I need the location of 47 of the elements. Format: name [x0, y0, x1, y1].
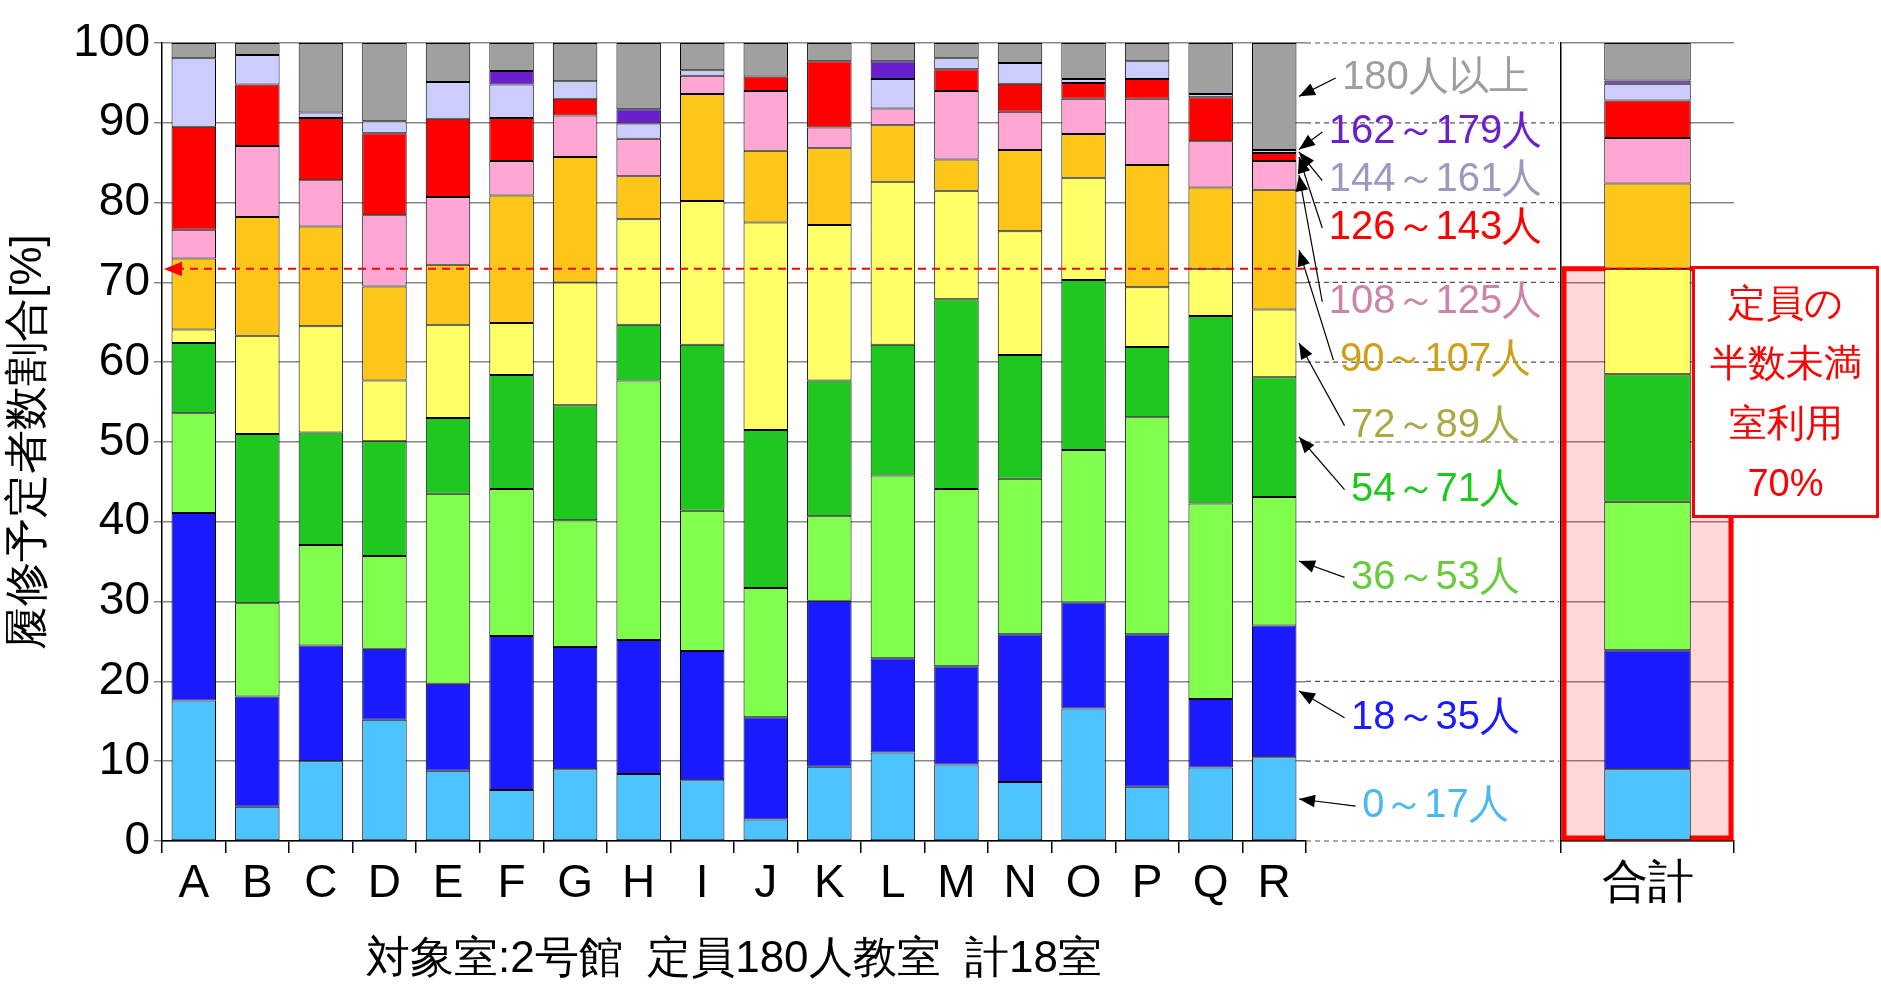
x-tick-label: D — [367, 855, 402, 908]
x-tick-label: C — [304, 855, 338, 908]
series-label: 36～53人 — [1351, 552, 1520, 597]
y-tick-label: 20 — [98, 652, 150, 705]
x-axis-title: 対象室:2号館 定員180人教室 計18室 — [366, 931, 1102, 981]
annotation: 半数未満 — [1708, 341, 1863, 386]
series-label: 126～143人 — [1328, 203, 1543, 248]
y-tick-label: 0 — [124, 811, 150, 864]
annotation: 室利用 — [1727, 401, 1844, 446]
series-label: 144～161人 — [1328, 155, 1543, 200]
x-tick-label: Q — [1192, 855, 1229, 908]
y-tick-label: 10 — [98, 731, 150, 784]
x-tick-label: M — [937, 855, 976, 908]
y-tick-label: 80 — [98, 173, 150, 226]
y-tick-label: 60 — [98, 332, 150, 385]
x-tick-label: O — [1065, 855, 1102, 908]
x-tick-label: J — [754, 855, 778, 908]
y-axis-title: 履修予定者数割合[%] — [0, 234, 50, 650]
text: 108～125人 — [1328, 277, 1543, 322]
x-tick-label: P — [1131, 855, 1163, 908]
x-tick-label: I — [695, 855, 709, 908]
annotation: 定員の — [1727, 281, 1844, 326]
series-label: 72～89人 — [1351, 401, 1520, 446]
y-tick-label: 50 — [98, 412, 150, 465]
series-label: 18～35人 — [1351, 693, 1520, 738]
x-tick-label: F — [497, 855, 526, 908]
x-tick-label: B — [241, 855, 273, 908]
x-tick-label: E — [432, 855, 464, 908]
y-tick-label: 100 — [73, 13, 150, 66]
x-tick-label: G — [557, 855, 593, 908]
text: 70% — [1746, 461, 1825, 506]
x-tick-label: A — [178, 855, 210, 908]
x-tick-label: K — [813, 855, 845, 908]
text: 162～179人 — [1328, 107, 1543, 152]
series-label: 90～107人 — [1339, 334, 1532, 379]
series-label: 0～17人 — [1362, 780, 1509, 825]
series-label: 54～71人 — [1351, 464, 1520, 509]
x-tick-label: H — [622, 855, 656, 908]
series-label: 180人以上 — [1342, 53, 1529, 98]
y-tick-label: 40 — [98, 492, 150, 545]
x-tick-label: N — [1003, 855, 1037, 908]
y-tick-label: 30 — [98, 572, 150, 625]
y-tick-label: 70 — [98, 253, 150, 306]
x-tick-label: R — [1257, 855, 1291, 908]
x-tick-label: 合計 — [1601, 855, 1694, 908]
y-tick-label: 90 — [98, 93, 150, 146]
x-tick-label: L — [880, 855, 906, 908]
